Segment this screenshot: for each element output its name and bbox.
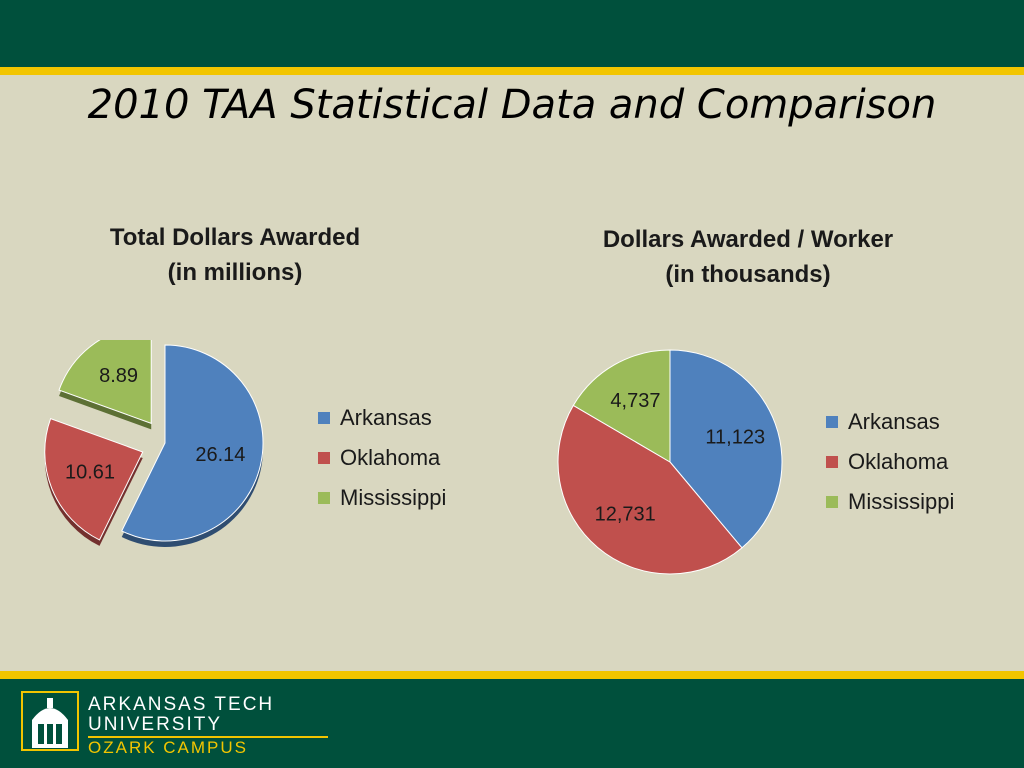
slide-title: 2010 TAA Statistical Data and Comparison <box>87 82 937 128</box>
chart2-legend-item-oklahoma: Oklahoma <box>826 442 954 482</box>
legend-swatch <box>826 496 838 508</box>
logo-divider <box>88 736 328 738</box>
data-label-arkansas: 11,123 <box>705 427 765 449</box>
data-label-mississippi: 4,737 <box>610 390 660 412</box>
data-label-arkansas: 26.14 <box>195 444 245 466</box>
chart1-subtitle: (in millions) <box>167 259 303 286</box>
top-gold-stripe <box>0 67 1024 75</box>
chart1-pie: 26.14 10.61 8.89 <box>44 340 264 547</box>
chart2-subtitle: (in thousands) <box>665 261 831 288</box>
legend-label: Oklahoma <box>340 445 441 470</box>
logo-line2: UNIVERSITY <box>88 714 223 735</box>
legend-label: Oklahoma <box>848 449 949 474</box>
chart2-legend-item-arkansas: Arkansas <box>826 402 954 442</box>
legend-label: Arkansas <box>848 409 940 434</box>
data-label-oklahoma: 10.61 <box>65 462 115 484</box>
pie-slice-arkansas <box>121 344 264 542</box>
pie-slice-arkansas <box>669 349 783 549</box>
data-label-oklahoma: 12,731 <box>595 503 656 525</box>
chart1-title: Total Dollars Awarded <box>109 224 361 251</box>
chart2-title-block: Dollars Awarded / Worker (in thousands) <box>568 222 928 292</box>
pie-slice-oklahoma <box>44 418 144 541</box>
legend-swatch <box>318 492 330 504</box>
building-tower-icon <box>21 691 79 751</box>
pie-slice-mississippi <box>58 340 152 425</box>
chart2-legend: Arkansas Oklahoma Mississippi <box>826 402 954 522</box>
pie-slice-oklahoma <box>557 404 743 575</box>
university-logo: ARKANSAS TECH UNIVERSITY OZARK CAMPUS <box>20 690 340 760</box>
data-label-mississippi: 8.89 <box>99 365 138 387</box>
logo-line3: OZARK CAMPUS <box>88 738 249 757</box>
logo-line1: ARKANSAS TECH <box>88 694 275 715</box>
legend-label: Mississippi <box>340 485 447 510</box>
legend-swatch <box>318 412 330 424</box>
legend-swatch <box>826 416 838 428</box>
chart1-legend-item-mississippi: Mississippi <box>318 478 446 518</box>
legend-swatch <box>318 452 330 464</box>
chart1-legend: Arkansas Oklahoma Mississippi <box>318 398 446 518</box>
legend-label: Mississippi <box>848 489 955 514</box>
legend-swatch <box>826 456 838 468</box>
top-banner <box>0 0 1024 67</box>
legend-label: Arkansas <box>340 405 432 430</box>
chart2-title: Dollars Awarded / Worker <box>602 226 894 253</box>
chart2-legend-item-mississippi: Mississippi <box>826 482 954 522</box>
chart1-legend-item-arkansas: Arkansas <box>318 398 446 438</box>
chart1-legend-item-oklahoma: Oklahoma <box>318 438 446 478</box>
bottom-banner <box>0 679 1024 768</box>
pie-slice-mississippi <box>572 349 671 463</box>
chart1-title-block: Total Dollars Awarded (in millions) <box>60 220 410 290</box>
bottom-gold-stripe <box>0 671 1024 679</box>
chart2-pie: 11,123 12,731 4,737 <box>557 349 783 575</box>
